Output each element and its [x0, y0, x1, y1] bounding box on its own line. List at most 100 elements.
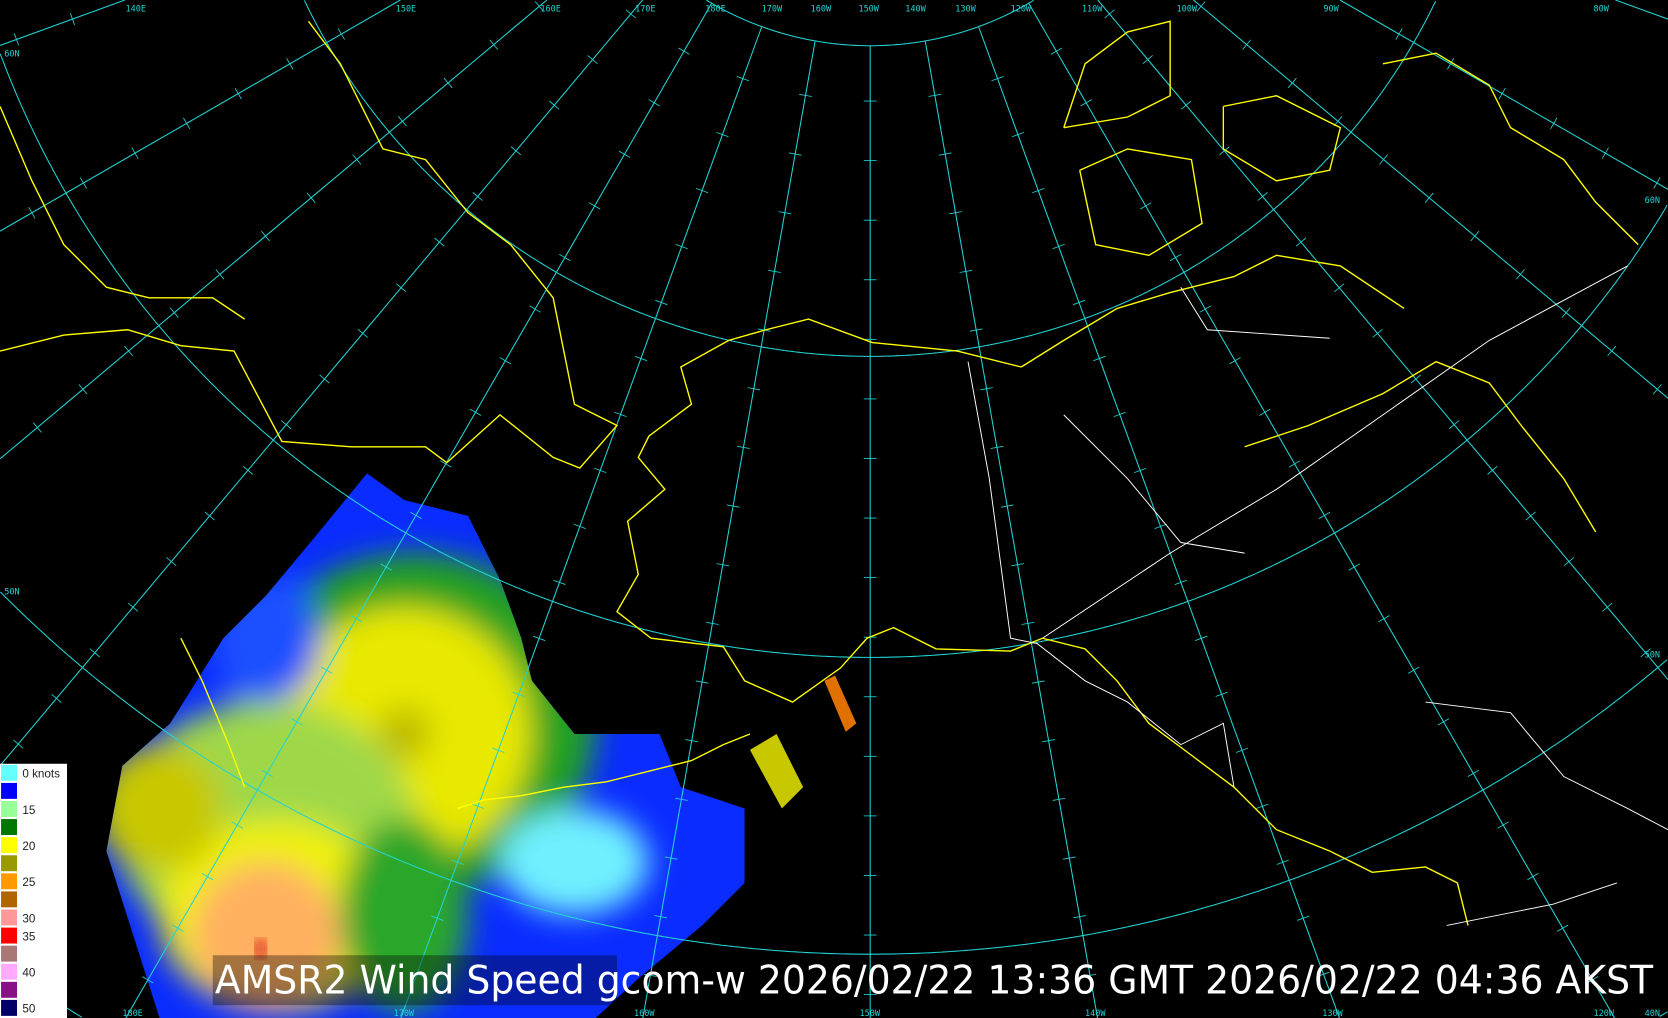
us-state-border — [1425, 701, 1668, 831]
graticule-tick — [1180, 100, 1192, 110]
graticule-tick — [655, 299, 668, 306]
latitude-circle — [0, 53, 871, 658]
graticule-tick — [747, 387, 761, 391]
legend-label: 50 — [22, 1003, 36, 1016]
graticule-tick — [1379, 154, 1388, 165]
graticule-label-bottom: 120W — [1594, 1009, 1615, 1018]
title-backdrop — [212, 955, 617, 1006]
latitude-circle — [870, 0, 1437, 357]
graticule-tick — [1032, 187, 1045, 194]
legend-swatch — [1, 999, 18, 1016]
graticule-tick — [1235, 747, 1249, 753]
graticule-label-top: 130W — [955, 5, 976, 15]
graticule-tick — [451, 859, 464, 865]
graticule-tick — [204, 511, 215, 521]
graticule-tick — [1169, 253, 1182, 262]
latitude-circle — [870, 0, 1034, 47]
graticule-tick — [492, 747, 505, 753]
graticule-tick — [625, 9, 637, 19]
canada-us-border — [1042, 265, 1628, 639]
graticule-tick — [768, 269, 781, 273]
graticule-tick — [13, 739, 24, 749]
graticule-label-top: 170E — [635, 5, 655, 15]
graticule-label-right: 50N — [1645, 650, 1660, 660]
graticule-tick — [1318, 511, 1331, 520]
graticule-tick — [1448, 420, 1460, 430]
graticule-label-top: 90W — [1323, 5, 1339, 15]
graticule-tick — [434, 237, 445, 247]
graticule-tick — [1287, 77, 1297, 89]
graticule-tick — [1586, 976, 1599, 984]
graticule-label-bottom: 170W — [394, 1009, 415, 1018]
graticule-tick — [1031, 680, 1045, 684]
graticule-label-top: 140E — [126, 5, 146, 15]
graticule-label-left: 50N — [4, 588, 19, 598]
graticule-tick — [1437, 718, 1450, 726]
graticule-tick — [13, 33, 20, 46]
graticule-tick — [1334, 283, 1345, 293]
graticule-tick — [1470, 230, 1480, 242]
graticule-tick — [1317, 971, 1330, 977]
arctic-mainland-coast — [1020, 254, 1405, 368]
latitude-circle — [1659, 1011, 1668, 1017]
graticule-tick — [171, 924, 184, 932]
graticule-tick — [1652, 384, 1662, 395]
legend-swatch — [1, 873, 18, 890]
graticule-tick — [1498, 87, 1506, 100]
graticule-tick — [726, 504, 740, 508]
graticule-tick — [675, 797, 688, 801]
graticule-tick — [737, 445, 750, 449]
graticule-tick — [991, 76, 1004, 82]
graticule-tick — [1139, 202, 1152, 210]
graticule-tick — [397, 116, 407, 127]
graticule-tick — [1215, 691, 1228, 697]
meridian-line — [0, 0, 548, 460]
graticule-tick — [357, 328, 368, 338]
graticule-label-left: 60N — [4, 49, 19, 59]
graticule-tick — [350, 615, 363, 623]
meridian-line — [924, 40, 1099, 1018]
graticule-label-top: 160W — [811, 5, 832, 15]
graticule-tick — [1563, 557, 1575, 566]
graticule-tick — [510, 146, 522, 156]
color-legend: 0 knots 15 20 25 30 35 40 50 — [0, 763, 68, 1018]
legend-label: 15 — [22, 804, 36, 817]
graticule-tick — [169, 307, 179, 318]
graticule-tick — [306, 192, 316, 203]
graticule-tick — [1011, 131, 1025, 138]
graticule-tick — [1410, 374, 1421, 384]
alaska-coast — [616, 318, 1043, 703]
graticule-tick — [1276, 859, 1289, 865]
graticule-tick — [234, 87, 242, 100]
us-state-border — [1446, 882, 1618, 926]
arctic-islands — [1063, 20, 1171, 129]
province-border — [1063, 414, 1245, 554]
graticule-tick — [549, 100, 560, 110]
graticule-labels: 140E 150E 160E 170E 180E 170W 160W 150W 140W 130W… — [4, 5, 1660, 1018]
graticule-tick — [489, 39, 499, 50]
graticule-tick — [1516, 269, 1525, 280]
graticule-tick — [1196, 1, 1206, 12]
wind-swath-strip — [824, 675, 857, 732]
kamchatka-coast — [0, 106, 246, 320]
graticule-tick — [532, 635, 546, 641]
graticule-tick — [778, 211, 792, 215]
graticule-label-top: 110W — [1082, 5, 1103, 15]
legend-label: 40 — [22, 967, 36, 980]
graticule-tick — [1527, 873, 1539, 881]
graticule-tick — [512, 691, 525, 697]
graticule-tick — [395, 283, 407, 293]
kuril-coast — [180, 637, 246, 788]
graticule-tick — [716, 131, 729, 138]
graticule-tick — [1050, 47, 1063, 55]
graticule-tick — [1640, 648, 1651, 658]
graticule-tick — [1083, 973, 1097, 977]
graticule-tick — [559, 253, 571, 262]
meridian-line — [1193, 0, 1668, 399]
graticule-tick — [1607, 345, 1617, 357]
legend-label: 35 — [22, 930, 36, 943]
graticule-tick — [664, 856, 678, 860]
legend-swatch — [1, 891, 18, 908]
graticule-tick — [319, 374, 330, 384]
